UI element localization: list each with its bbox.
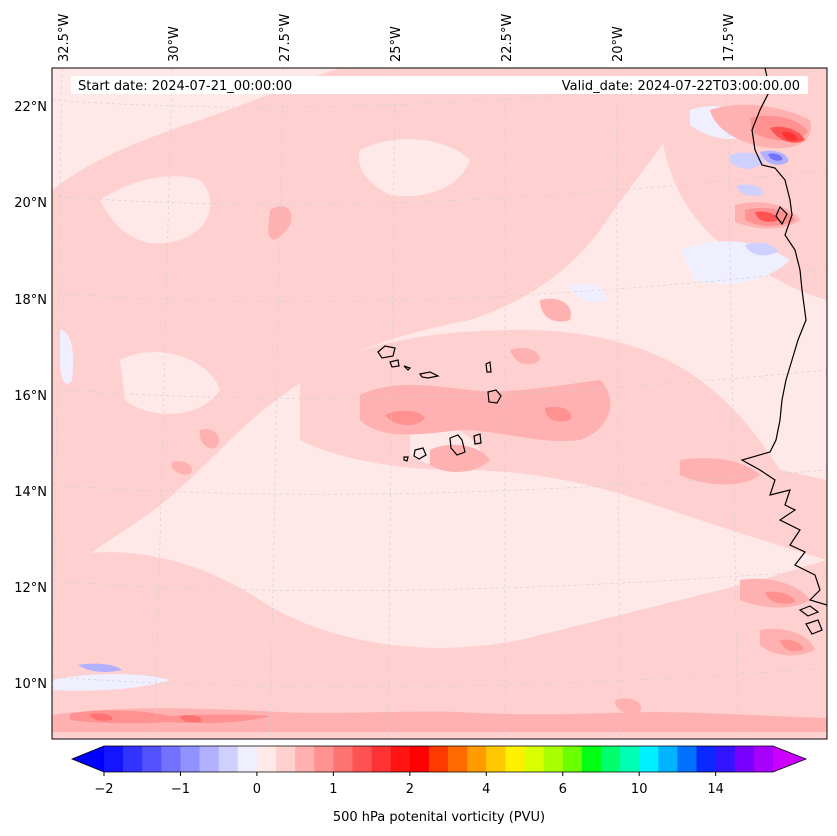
colorbar-tick-label: 2 (406, 782, 414, 797)
colorbar-cell (295, 746, 315, 772)
start-date-label: Start date: 2024-07-21_00:00:00 (78, 79, 292, 94)
lat-label: 20°N (14, 196, 47, 211)
colorbar-cell (505, 746, 526, 772)
lon-label: 20°W (611, 26, 626, 62)
lon-label: 25°W (389, 26, 404, 62)
colorbar-ticks: −2 −1 0 1 2 4 6 10 14 (94, 772, 724, 797)
colorbar-cell (581, 746, 602, 772)
colorbar-cell (104, 746, 124, 772)
colorbar-cell (161, 746, 181, 772)
colorbar-cell (237, 746, 258, 772)
colorbar-tick-label: 4 (482, 782, 490, 797)
colorbar-cell (314, 746, 334, 772)
colorbar-cell (199, 746, 220, 772)
colorbar-cell (753, 746, 774, 772)
colorbar-title: 500 hPa potenital vorticity (PVU) (333, 810, 545, 825)
colorbar-cell (734, 746, 755, 772)
lat-label: 14°N (14, 485, 47, 500)
pv-blue-anomalies (78, 150, 789, 673)
colorbar-cell (620, 746, 640, 772)
colorbar-cells (104, 746, 774, 772)
colorbar-cell (256, 746, 277, 772)
colorbar-tick-label: 1 (329, 782, 337, 797)
colorbar-cell (677, 746, 698, 772)
colorbar-cell (524, 746, 545, 772)
lat-label: 18°N (14, 293, 47, 308)
colorbar-cell (696, 746, 717, 772)
colorbar-cell (658, 746, 678, 772)
lon-label: 30°W (167, 26, 182, 62)
colorbar-cell (715, 746, 736, 772)
cape-verde-islands (377, 345, 502, 462)
colorbar-tick-label: 10 (631, 782, 648, 797)
colorbar-cell (333, 746, 353, 772)
lat-label: 16°N (14, 389, 47, 404)
colorbar-under-arrow (72, 746, 104, 772)
colorbar-cell (639, 746, 659, 772)
map-panel (52, 68, 827, 739)
colorbar-tick-label: 14 (707, 782, 724, 797)
colorbar-cell (448, 746, 468, 772)
map-frame (51, 67, 828, 740)
colorbar-tick-label: 0 (253, 782, 261, 797)
lon-label: 22.5°W (500, 14, 515, 62)
colorbar-cell (180, 746, 201, 772)
colorbar-tick-label: −2 (94, 782, 113, 797)
colorbar: −2 −1 0 1 2 4 6 10 14 500 hPa potenital vorticit… (70, 745, 808, 825)
colorbar-cell (409, 746, 430, 772)
valid-date-label: Valid_date: 2024-07-22T03:00:00.00 (562, 79, 800, 94)
lon-label: 27.5°W (278, 14, 293, 62)
coastline (740, 68, 827, 635)
colorbar-cell (467, 746, 487, 772)
latitude-labels: 22°N 20°N 18°N 16°N 14°N 12°N 10°N (14, 100, 47, 692)
colorbar-cell (142, 746, 162, 772)
colorbar-cell (486, 746, 506, 772)
longitude-labels: 32.5°W 30°W 27.5°W 25°W 22.5°W 20°W 17.5… (57, 14, 737, 62)
lon-label: 32.5°W (57, 14, 72, 62)
lat-label: 12°N (14, 581, 47, 596)
colorbar-cell (371, 746, 392, 772)
map-gridlines (52, 68, 827, 739)
lon-label: 17.5°W (722, 14, 737, 62)
colorbar-cell (600, 746, 621, 772)
lat-label: 10°N (14, 677, 47, 692)
colorbar-cell (352, 746, 373, 772)
colorbar-tick-label: 6 (559, 782, 567, 797)
colorbar-cell (428, 746, 449, 772)
colorbar-cell (543, 746, 564, 772)
colorbar-cell (390, 746, 411, 772)
colorbar-over-arrow (773, 746, 806, 772)
colorbar-cell (218, 746, 239, 772)
colorbar-cell (123, 746, 143, 772)
lat-label: 22°N (14, 100, 47, 115)
colorbar-cell (562, 746, 583, 772)
date-banner (71, 76, 808, 94)
colorbar-cell (276, 746, 296, 772)
pv-red-cores (90, 126, 805, 723)
colorbar-tick-label: −1 (171, 782, 190, 797)
